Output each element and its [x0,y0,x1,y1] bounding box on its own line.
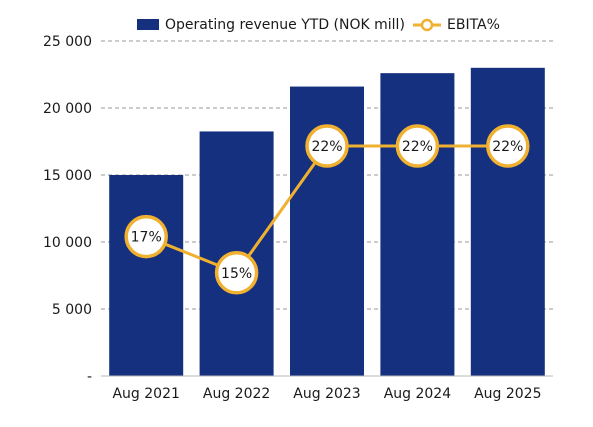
x-axis-ticks: Aug 2021 Aug 2022 Aug 2023 Aug 2024 Aug 2025 [112,386,541,402]
y-tick-label: - [87,369,92,385]
ebita-marker [395,124,440,168]
x-tick-label: Aug 2022 [203,386,270,402]
ebita-data-label: 22% [402,139,433,155]
ebita-data-label: 15% [221,266,252,282]
ebita-marker [305,124,349,168]
ebita-line-series: 17% 15% 22% 22% 22% [124,124,530,295]
y-tick-label: 15 000 [43,168,92,184]
ebita-data-label: 22% [311,139,342,155]
y-tick-label: 25 000 [43,34,92,50]
bar-revenue [470,67,545,377]
y-tick-label: 20 000 [43,101,92,117]
ebita-marker [486,124,530,168]
x-tick-label: Aug 2021 [112,386,179,402]
legend-label-bar: Operating revenue YTD (NOK mill) [165,17,405,33]
legend: Operating revenue YTD (NOK mill) EBITA% [137,17,500,33]
bars [109,67,545,377]
legend-swatch-bar [137,19,159,30]
bar-revenue [109,175,184,376]
legend-swatch-marker [420,18,434,32]
y-tick-label: 10 000 [43,235,92,251]
x-tick-label: Aug 2024 [384,386,452,402]
y-axis-ticks: - 5 000 10 000 15 000 20 000 25 000 [43,34,92,385]
x-tick-label: Aug 2025 [474,386,541,402]
ebita-marker [214,251,259,295]
ebita-marker [124,214,168,259]
ebita-data-label: 17% [131,230,162,246]
ebita-data-label: 22% [492,139,523,155]
legend-label-line: EBITA% [447,17,500,33]
bar-revenue [380,73,455,376]
y-tick-label: 5 000 [52,302,92,318]
x-tick-label: Aug 2023 [293,386,360,402]
